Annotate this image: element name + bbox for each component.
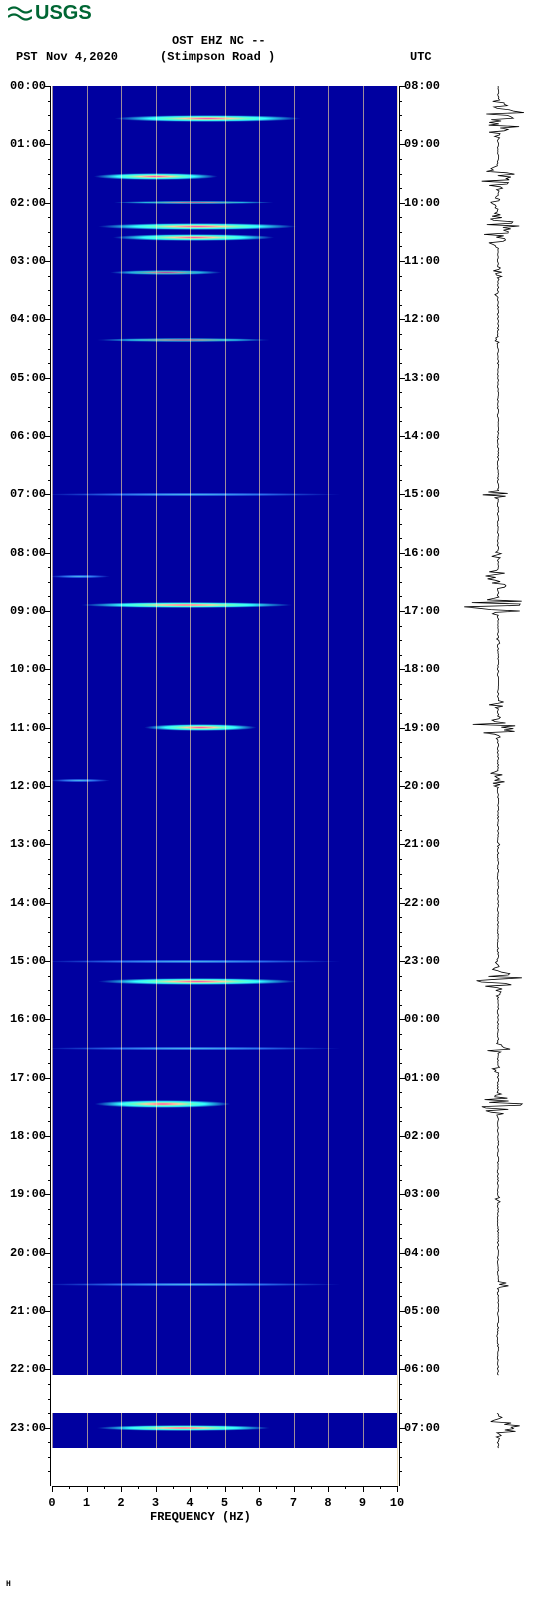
x-tick-label: 9 (353, 1496, 373, 1510)
y-left-hour-label: 10:00 (0, 662, 46, 676)
y-left-hour-label: 22:00 (0, 1362, 46, 1376)
y-axis-right (397, 86, 400, 1486)
y-left-hour-label: 04:00 (0, 312, 46, 326)
y-left-hour-label: 08:00 (0, 546, 46, 560)
y-right-hour-label: 17:00 (404, 604, 454, 618)
y-left-hour-label: 06:00 (0, 429, 46, 443)
y-right-hour-label: 18:00 (404, 662, 454, 676)
x-axis (52, 1486, 397, 1487)
x-tick-label: 5 (215, 1496, 235, 1510)
x-tick-label: 1 (77, 1496, 97, 1510)
y-right-hour-label: 07:00 (404, 1421, 454, 1435)
x-axis-title: FREQUENCY (HZ) (150, 1510, 251, 1524)
y-left-hour-label: 19:00 (0, 1187, 46, 1201)
y-right-hour-label: 10:00 (404, 196, 454, 210)
pst-label: PST (16, 50, 38, 64)
x-tick-label: 3 (146, 1496, 166, 1510)
y-right-hour-label: 05:00 (404, 1304, 454, 1318)
y-left-hour-label: 05:00 (0, 371, 46, 385)
y-right-hour-label: 04:00 (404, 1246, 454, 1260)
y-right-hour-label: 14:00 (404, 429, 454, 443)
y-right-hour-label: 21:00 (404, 837, 454, 851)
usgs-wave-icon (8, 5, 32, 23)
x-tick-label: 7 (284, 1496, 304, 1510)
x-tick-label: 0 (42, 1496, 62, 1510)
y-left-hour-label: 18:00 (0, 1129, 46, 1143)
y-right-hour-label: 19:00 (404, 721, 454, 735)
x-tick-label: 10 (387, 1496, 407, 1510)
y-left-hour-label: 13:00 (0, 837, 46, 851)
usgs-logo-text: USGS (35, 2, 92, 25)
y-left-hour-label: 16:00 (0, 1012, 46, 1026)
date-label: Nov 4,2020 (46, 50, 118, 64)
y-right-hour-label: 02:00 (404, 1129, 454, 1143)
footer-mark: H (6, 1580, 11, 1589)
y-right-hour-label: 03:00 (404, 1187, 454, 1201)
y-right-hour-label: 01:00 (404, 1071, 454, 1085)
y-left-hour-label: 15:00 (0, 954, 46, 968)
x-tick-label: 6 (249, 1496, 269, 1510)
y-right-hour-label: 20:00 (404, 779, 454, 793)
utc-label: UTC (410, 50, 432, 64)
y-left-hour-label: 11:00 (0, 721, 46, 735)
station-code: OST EHZ NC -- (172, 34, 266, 48)
y-right-hour-label: 13:00 (404, 371, 454, 385)
y-left-hour-label: 07:00 (0, 487, 46, 501)
y-left-hour-label: 01:00 (0, 137, 46, 151)
y-right-hour-label: 06:00 (404, 1362, 454, 1376)
y-left-hour-label: 12:00 (0, 779, 46, 793)
y-right-hour-label: 11:00 (404, 254, 454, 268)
y-axis-left (50, 86, 53, 1486)
y-right-hour-label: 16:00 (404, 546, 454, 560)
location-label: (Stimpson Road ) (160, 50, 275, 64)
page: USGS OST EHZ NC -- PST Nov 4,2020 (Stimp… (0, 0, 552, 1613)
y-left-hour-label: 00:00 (0, 79, 46, 93)
spectrogram (52, 86, 397, 1486)
x-tick-label: 2 (111, 1496, 131, 1510)
y-right-hour-label: 23:00 (404, 954, 454, 968)
y-left-hour-label: 23:00 (0, 1421, 46, 1435)
y-right-hour-label: 22:00 (404, 896, 454, 910)
y-right-hour-label: 09:00 (404, 137, 454, 151)
y-left-hour-label: 14:00 (0, 896, 46, 910)
usgs-logo: USGS (8, 2, 92, 25)
x-tick-label: 4 (180, 1496, 200, 1510)
y-left-hour-label: 17:00 (0, 1071, 46, 1085)
y-right-hour-label: 00:00 (404, 1012, 454, 1026)
waveform-trace (458, 86, 538, 1486)
x-tick-label: 8 (318, 1496, 338, 1510)
y-left-hour-label: 03:00 (0, 254, 46, 268)
y-right-hour-label: 15:00 (404, 487, 454, 501)
y-left-hour-label: 20:00 (0, 1246, 46, 1260)
y-left-hour-label: 09:00 (0, 604, 46, 618)
y-left-hour-label: 02:00 (0, 196, 46, 210)
y-right-hour-label: 08:00 (404, 79, 454, 93)
y-right-hour-label: 12:00 (404, 312, 454, 326)
y-left-hour-label: 21:00 (0, 1304, 46, 1318)
